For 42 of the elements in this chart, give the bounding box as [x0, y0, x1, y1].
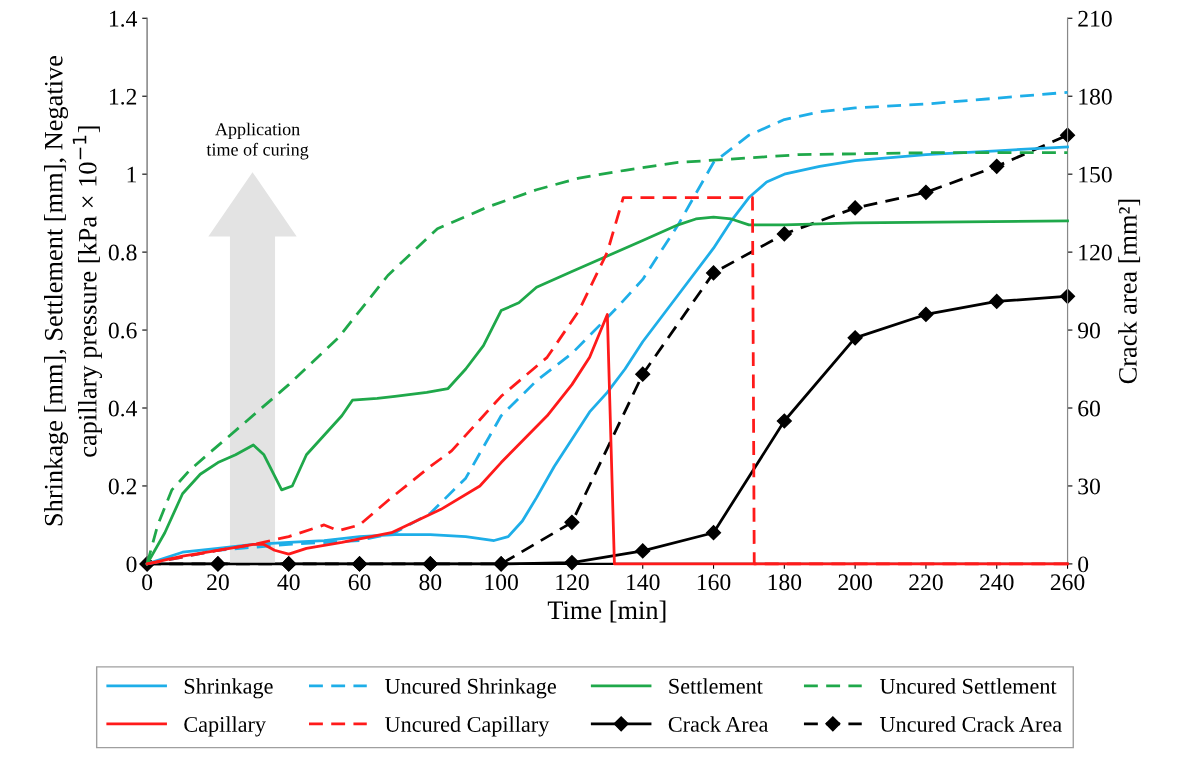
y-tick-label: 1.2 [109, 88, 137, 105]
x-tick-label: 20 [207, 574, 229, 591]
y2-tick-label: 180 [1079, 88, 1112, 105]
x-tick-label: 80 [419, 574, 442, 591]
y2-axis-title: Crack area [mm²] [1118, 199, 1141, 384]
legend-label: Uncured Crack Area [879, 716, 1062, 732]
y-tick-label: 0 [126, 556, 137, 573]
x-axis-title: Time [min] [547, 600, 666, 623]
x-tick-label: 180 [768, 574, 802, 591]
legend-label: Shrinkage [184, 678, 273, 699]
legend-label: Settlement [669, 678, 763, 694]
x-tick-label: 220 [909, 574, 943, 591]
legend-label: Uncured Settlement [879, 678, 1057, 694]
y2-tick-label: 120 [1079, 244, 1112, 261]
x-tick-label: 0 [142, 574, 153, 591]
legend-label: Capillary [184, 716, 266, 737]
y2-tick-label: 60 [1078, 400, 1100, 417]
y-axis-title: Shrinkage [mm], Settlement [mm], Negative capillary pressure [kPa × 10$^{−1}$] [44, 56, 103, 526]
y2-tick-label: 90 [1078, 322, 1100, 339]
legend-label: Uncured Capillary [385, 716, 550, 737]
y-tick-label: 0.2 [108, 478, 137, 495]
x-tick-label: 100 [485, 574, 518, 591]
x-tick-label: 240 [980, 574, 1014, 591]
y2-tick-label: 0 [1078, 556, 1089, 573]
y2-tick-label: 210 [1078, 10, 1112, 27]
y-tick-label: 0.8 [108, 244, 137, 261]
legend-label: Crack Area [668, 716, 769, 732]
x-tick-label: 160 [697, 574, 731, 591]
x-tick-label: 200 [838, 574, 872, 591]
x-tick-label: 60 [348, 574, 371, 591]
annotation: Application time of curing [206, 122, 309, 160]
legend-label: Uncured Shrinkage [385, 678, 556, 699]
y-tick-label: 0.6 [108, 322, 137, 339]
y-tick-label: 1 [127, 166, 136, 183]
y-tick-label: 1.4 [109, 10, 138, 27]
y2-tick-label: 30 [1078, 478, 1100, 495]
x-tick-label: 120 [556, 574, 589, 591]
x-tick-label: 260 [1050, 574, 1085, 591]
y2-tick-label: 150 [1079, 166, 1112, 183]
x-tick-label: 140 [627, 574, 660, 591]
x-tick-label: 40 [277, 574, 300, 591]
y-tick-label: 0.4 [108, 400, 138, 417]
